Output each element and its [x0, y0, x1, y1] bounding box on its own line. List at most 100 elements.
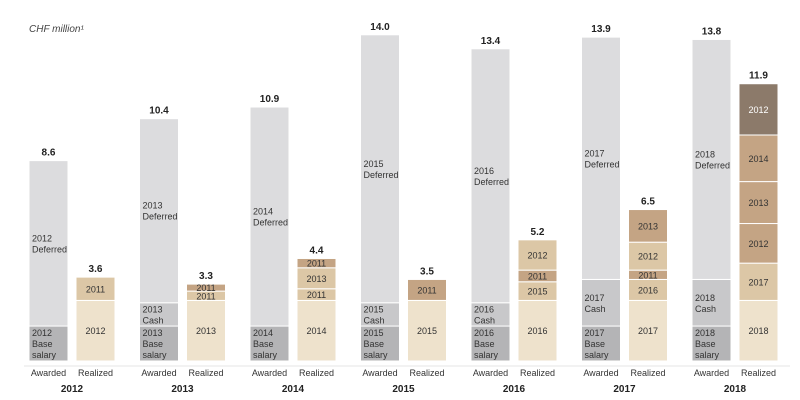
bar-segment	[407, 299, 447, 362]
segment-label: 2011	[417, 285, 436, 295]
segment-label: 2011	[307, 290, 326, 300]
segment-label: salary	[253, 350, 278, 360]
segment-label: 2017	[748, 277, 768, 287]
bar-segment	[407, 278, 447, 301]
bar-segment	[249, 325, 290, 362]
segment-label: 2015	[364, 328, 384, 338]
segment-label: 2012	[748, 105, 768, 115]
segment-label: 2011	[528, 271, 547, 281]
bar-label: Awarded	[362, 368, 397, 378]
segment-label: Deferred	[695, 160, 730, 170]
segment-label: 2012	[32, 233, 52, 243]
segment-label: 2018	[695, 293, 715, 303]
bar-segment	[628, 299, 668, 362]
year-label: 2015	[392, 384, 415, 395]
bar-segment	[517, 299, 558, 362]
bar-segment	[517, 239, 558, 271]
segment-label: 2015	[364, 304, 384, 314]
total-label: 3.6	[89, 264, 103, 275]
segment-label: Base	[253, 339, 274, 349]
total-label: 13.4	[481, 36, 501, 47]
segment-label: 2011	[307, 259, 326, 269]
bar-segment	[738, 134, 779, 183]
segment-label: 2017	[638, 326, 658, 336]
bar-label: Awarded	[141, 368, 176, 378]
year-label: 2012	[61, 384, 84, 395]
bar-segment	[628, 209, 668, 243]
bar-segment	[360, 325, 400, 362]
total-label: 14.0	[370, 22, 390, 33]
year-label: 2016	[503, 384, 526, 395]
segment-label: 2018	[695, 149, 715, 159]
bar-segment	[738, 83, 779, 136]
segment-label: 2018	[695, 328, 715, 338]
segment-label: salary	[585, 350, 610, 360]
total-label: 10.9	[260, 94, 280, 105]
segment-label: 2014	[253, 328, 273, 338]
segment-label: Cash	[143, 315, 164, 325]
bar-segment	[296, 299, 337, 362]
total-label: 4.4	[310, 245, 324, 256]
segment-label: 2013	[143, 328, 163, 338]
segment-label: Deferred	[585, 159, 620, 169]
segment-label: 2011	[638, 270, 657, 280]
segment-label: 2013	[143, 201, 163, 211]
segment-label: Cash	[364, 315, 385, 325]
year-label: 2018	[724, 384, 747, 395]
total-label: 8.6	[42, 148, 56, 159]
bar-label: Awarded	[694, 368, 729, 378]
bar-segment	[28, 160, 69, 327]
segment-label: 2017	[585, 293, 605, 303]
bar-label: Realized	[299, 368, 334, 378]
segment-label: Cash	[585, 304, 606, 314]
total-label: 5.2	[531, 227, 545, 238]
segment-label: Deferred	[364, 170, 399, 180]
bar-segment	[186, 283, 226, 292]
segment-label: Deferred	[143, 212, 178, 222]
segment-label: Cash	[474, 315, 495, 325]
segment-label: Base	[364, 339, 385, 349]
bar-label: Awarded	[473, 368, 508, 378]
segment-label: 2011	[86, 284, 105, 294]
bar-segment	[249, 106, 290, 327]
segment-label: Base	[585, 339, 606, 349]
segment-label: salary	[474, 350, 499, 360]
year-label: 2013	[171, 384, 194, 395]
bar-segment	[581, 278, 621, 327]
segment-label: salary	[695, 350, 720, 360]
bar-segment	[470, 48, 511, 304]
segment-label: 2015	[364, 159, 384, 169]
bar-label: Awarded	[252, 368, 287, 378]
bar-segment	[738, 223, 779, 264]
bar-segment	[75, 276, 116, 301]
segment-label: Deferred	[474, 177, 509, 187]
bar-label: Realized	[520, 368, 555, 378]
year-label: 2017	[613, 384, 636, 395]
segment-label: 2015	[417, 326, 437, 336]
total-label: 6.5	[641, 197, 655, 208]
segment-label: 2016	[527, 326, 547, 336]
segment-label: Deferred	[32, 244, 67, 254]
segment-label: Base	[695, 339, 716, 349]
bar-segment	[691, 325, 732, 362]
segment-label: 2013	[196, 326, 216, 336]
segment-label: 2016	[474, 304, 494, 314]
segment-label: Cash	[695, 304, 716, 314]
total-label: 11.9	[749, 71, 768, 82]
bar-segment	[738, 181, 779, 225]
segment-label: Base	[143, 339, 164, 349]
segment-label: 2012	[527, 250, 547, 260]
bar-segment	[691, 38, 732, 280]
segment-label: 2017	[585, 148, 605, 158]
segment-label: Base	[474, 339, 495, 349]
segment-label: 2011	[196, 283, 215, 293]
bar-segment	[738, 299, 779, 362]
bar-segment	[186, 299, 226, 362]
segment-label: 2014	[306, 326, 326, 336]
segment-label: 2012	[638, 252, 658, 262]
segment-label: 2013	[306, 274, 326, 284]
bar-segment	[139, 118, 179, 304]
segment-label: 2015	[527, 287, 547, 297]
bar-label: Realized	[188, 368, 223, 378]
segment-label: 2012	[32, 328, 52, 338]
